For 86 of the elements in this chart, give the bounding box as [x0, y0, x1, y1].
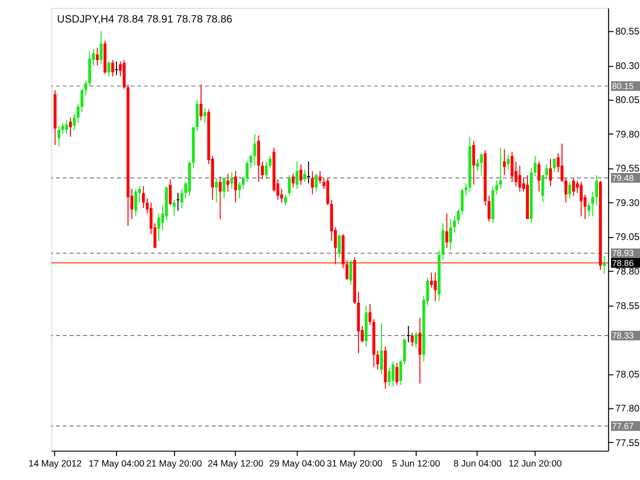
x-tick-label: 12 Jun 20:00 [508, 458, 562, 469]
y-tick-label: 80.05 [615, 95, 640, 106]
candlestick [395, 362, 398, 386]
candlestick [403, 338, 406, 365]
candlestick [572, 177, 575, 196]
candlestick [111, 60, 114, 77]
y-tick-label: 77.55 [615, 438, 640, 449]
chart-title: USDJPY,H4 78.84 78.91 78.78 78.86 [57, 13, 232, 26]
candlestick [238, 182, 241, 199]
candlestick [222, 177, 226, 199]
y-tick-label: 80.55 [615, 26, 640, 38]
candlestick [226, 173, 230, 192]
candlestick [392, 361, 394, 387]
x-tick-label: 5 Jun 12:00 [392, 458, 440, 469]
x-tick-label: 8 Jun 04:00 [454, 458, 502, 469]
candlestick [453, 216, 456, 234]
ref-line-label: 78.86 [612, 258, 634, 268]
y-tick-label: 80.30 [615, 60, 640, 72]
candlestick [107, 60, 110, 77]
candlestick [234, 170, 238, 204]
y-tick-label: 78.80 [615, 266, 640, 278]
candlestick [200, 84, 202, 121]
candlestick [96, 47, 99, 66]
candlestick [346, 260, 348, 280]
candlestick [414, 330, 418, 348]
candlestick [214, 177, 218, 204]
x-tick-label: 29 May 04:00 [269, 458, 325, 469]
candlestick [434, 272, 437, 302]
candlestick [246, 160, 249, 182]
candlestick [249, 154, 252, 169]
candlestick [430, 272, 433, 288]
candlestick [472, 140, 476, 186]
candlestick [552, 158, 556, 173]
x-tick-label: 24 May 12:00 [208, 458, 264, 469]
candlestick [499, 147, 502, 190]
y-tick-label: 79.80 [615, 129, 640, 140]
y-tick-label: 78.55 [615, 300, 640, 312]
candlestick [418, 317, 422, 384]
x-tick-label: 21 May 20:00 [146, 458, 202, 469]
candlestick [100, 30, 103, 65]
candlestick [368, 304, 372, 326]
candlestick [587, 202, 590, 217]
ref-line-label: 78.93 [612, 248, 634, 258]
candlestick [172, 199, 176, 217]
candlestick [388, 366, 391, 387]
ref-line-label: 79.48 [612, 172, 634, 183]
candlestick [284, 194, 287, 206]
candlestick [564, 177, 568, 204]
candlestick [80, 88, 84, 113]
candlestick [538, 160, 540, 192]
candlestick [261, 160, 264, 180]
y-tick-label: 79.55 [615, 164, 640, 175]
candlestick [296, 160, 298, 190]
ref-line-label: 78.33 [612, 330, 634, 340]
candlestick [445, 213, 448, 248]
candlestick [288, 174, 291, 196]
candlestick [142, 186, 145, 209]
y-tick-label: 78.05 [615, 369, 640, 380]
candlestick [568, 182, 572, 199]
candlestick [380, 322, 383, 374]
candlestick [449, 218, 452, 252]
candlestick [310, 170, 314, 195]
candlestick [480, 152, 483, 176]
y-tick-label: 79.05 [615, 232, 640, 244]
candlestick [464, 182, 468, 196]
ref-line-label: 77.67 [612, 420, 634, 431]
candlestick [292, 173, 295, 188]
candlestick [318, 170, 322, 184]
candlestick [65, 120, 68, 135]
candlestick [299, 164, 302, 186]
candlestick [68, 117, 72, 138]
candlestick [595, 174, 598, 206]
y-tick-label: 77.80 [615, 404, 640, 415]
candlestick [560, 143, 564, 182]
candlestick [57, 125, 60, 147]
candlestick [510, 151, 514, 182]
ref-line-label: 80.15 [612, 80, 634, 91]
candlestick [549, 158, 552, 187]
candlestick [476, 158, 479, 172]
x-tick-label: 14 May 2012 [28, 458, 82, 469]
x-tick-label: 17 May 04:00 [88, 458, 144, 469]
candlestick [203, 107, 206, 124]
candlestick [488, 195, 490, 222]
x-tick-label: 31 May 20:00 [326, 458, 382, 469]
candlestick [502, 148, 506, 176]
y-tick-label: 79.30 [615, 198, 640, 209]
